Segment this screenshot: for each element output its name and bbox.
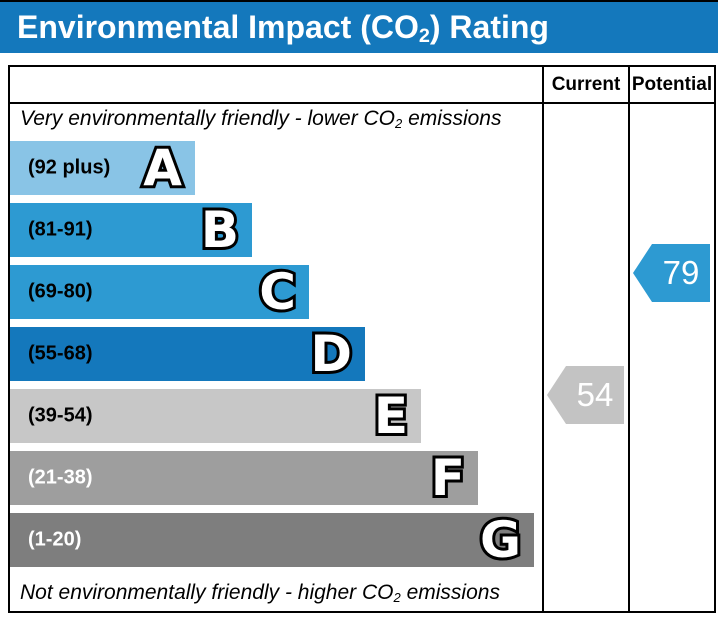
potential-column: 79	[628, 104, 714, 611]
note-bottom-prefix: Not environmentally friendly - higher CO	[20, 581, 394, 604]
header-current: Current	[542, 67, 628, 104]
potential-rating-arrow: 79	[633, 244, 710, 302]
current-rating-arrow: 54	[547, 366, 624, 424]
page-title: Environmental Impact (CO2) Rating	[17, 9, 549, 48]
band-range-label-g: (1-20)	[28, 528, 82, 551]
current-rating-value: 54	[576, 376, 614, 413]
current-column: 54	[542, 104, 628, 611]
band-range-label-e: (39-54)	[28, 404, 93, 427]
note-top: Very environmentally friendly - lower CO…	[20, 107, 501, 131]
page-title-suffix: ) Rating	[429, 9, 549, 45]
band-range-label-f: (21-38)	[28, 466, 93, 489]
page-title-prefix: Environmental Impact (CO	[17, 9, 419, 45]
note-top-suffix: emissions	[402, 107, 502, 130]
title-bar: Environmental Impact (CO2) Rating	[0, 0, 718, 53]
note-bottom-suffix: emissions	[400, 581, 500, 604]
current-arrow-shape	[547, 366, 624, 424]
potential-arrow-shape	[633, 244, 710, 302]
band-range-label-c: (69-80)	[28, 280, 93, 303]
header-blank-cell	[10, 67, 542, 104]
note-top-prefix: Very environmentally friendly - lower CO	[20, 107, 396, 130]
rating-table: Current Potential Very environmentally f…	[8, 65, 716, 613]
header-potential: Potential	[628, 67, 714, 104]
note-top-subscript: 2	[395, 115, 403, 131]
band-chart-area: Very environmentally friendly - lower CO…	[10, 104, 542, 611]
note-bottom-subscript: 2	[393, 589, 401, 605]
band-range-label-b: (81-91)	[28, 218, 93, 241]
potential-rating-value: 79	[662, 254, 700, 291]
band-range-label-d: (55-68)	[28, 342, 93, 365]
note-bottom: Not environmentally friendly - higher CO…	[20, 581, 500, 605]
band-range-label-a: (92 plus)	[28, 156, 111, 179]
page-title-subscript: 2	[418, 25, 430, 48]
